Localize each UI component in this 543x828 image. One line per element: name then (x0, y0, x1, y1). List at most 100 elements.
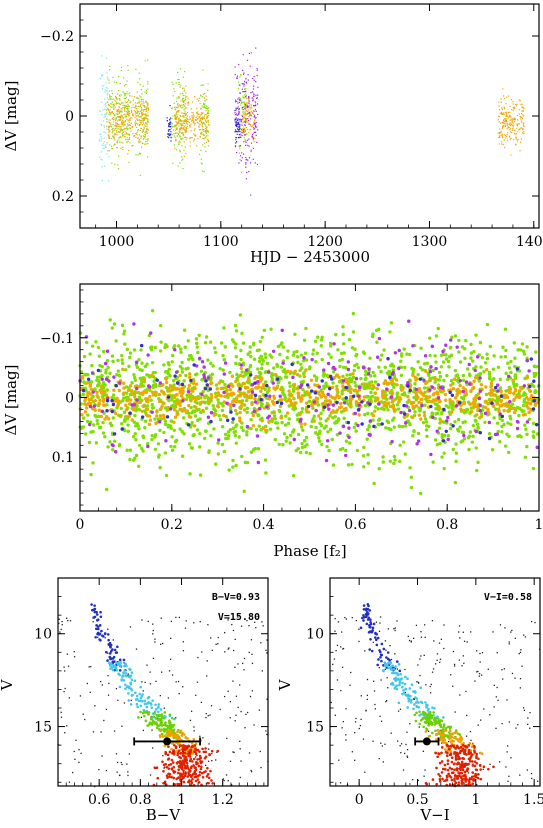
lightcurve-point (516, 140, 519, 142)
lightcurve-point (114, 125, 116, 127)
lightcurve-point (106, 128, 108, 130)
phased-point (128, 355, 132, 360)
lightcurve-point (177, 122, 179, 125)
lightcurve-point (101, 75, 103, 77)
lightcurve-point (516, 124, 518, 126)
lightcurve-point (108, 90, 111, 92)
phased-point (529, 407, 533, 412)
phased-point (281, 442, 285, 447)
phased-point (133, 378, 138, 383)
phased-point (266, 416, 270, 420)
phased-point (399, 359, 403, 363)
phased-point (489, 388, 493, 393)
lightcurve-point (115, 125, 118, 127)
lightcurve-point (141, 146, 143, 148)
phased-point (522, 384, 527, 388)
lightcurve-point (137, 81, 139, 84)
lightcurve-point (136, 134, 138, 136)
phased-point (362, 382, 367, 386)
phased-point (162, 363, 166, 367)
phased-point (452, 377, 457, 381)
phased-point (225, 388, 229, 392)
lightcurve-point (199, 129, 201, 131)
cmd-bv-field-star (162, 755, 164, 757)
phased-point (461, 389, 465, 394)
phased-point (257, 385, 261, 389)
lightcurve-point (181, 87, 184, 90)
lightcurve-point (203, 106, 205, 109)
phased-point (97, 403, 101, 407)
lightcurve-point (107, 180, 110, 182)
lightcurve-point (504, 134, 506, 137)
phased-point (471, 434, 475, 438)
phased-point (319, 423, 324, 428)
phased-point (248, 370, 253, 375)
phased-point (474, 333, 478, 337)
phased-point (439, 365, 443, 369)
phased-point (279, 365, 284, 369)
lightcurve-point (116, 131, 118, 134)
lightcurve-point (188, 122, 190, 124)
lightcurve-point (250, 123, 252, 126)
phased-point (138, 367, 142, 372)
lightcurve-point (248, 102, 250, 104)
lightcurve-point (116, 142, 119, 144)
phased-point (266, 370, 271, 374)
phased-point (392, 425, 396, 429)
lightcurve-point (118, 102, 120, 105)
lightcurve-point (175, 149, 178, 151)
phased-point (499, 394, 504, 398)
phased-point (261, 385, 266, 389)
lightcurve-point (244, 124, 246, 126)
lightcurve-point (117, 102, 119, 104)
lightcurve-point (144, 106, 146, 109)
phased-point (467, 362, 471, 367)
lightcurve-point (193, 129, 196, 131)
phased-point (137, 464, 141, 468)
lightcurve-point (520, 120, 523, 122)
phased-point (448, 390, 452, 395)
lightcurve-point (180, 124, 183, 126)
lightcurve-point (507, 95, 510, 97)
lightcurve-point (248, 111, 251, 113)
phased-point (433, 438, 438, 442)
lightcurve-point (186, 96, 188, 98)
phased-point (422, 386, 427, 390)
phased-point (187, 442, 192, 446)
lightcurve-point (174, 115, 177, 117)
lightcurve-point (179, 162, 181, 164)
lightcurve-point (140, 104, 142, 106)
lightcurve-point (245, 90, 247, 93)
lightcurve-point (116, 123, 118, 125)
lightcurve-point (123, 136, 125, 138)
phased-point (314, 408, 318, 413)
phased-point (179, 347, 183, 351)
lightcurve-point (502, 126, 504, 129)
phased-point (91, 390, 96, 394)
cmd-bv-field-star (240, 625, 243, 627)
lightcurve-point (199, 119, 201, 122)
phased-point (198, 356, 202, 360)
phased-point (238, 394, 242, 398)
lightcurve-point (240, 129, 243, 131)
phased-point (137, 427, 141, 431)
phased-point (412, 429, 416, 433)
phased-point (123, 342, 127, 346)
lightcurve-point (180, 126, 182, 128)
lightcurve-point (119, 117, 121, 119)
phased-point (315, 351, 319, 355)
phased-point (302, 356, 306, 360)
lightcurve-point (126, 138, 128, 141)
phased-point (479, 412, 484, 416)
phased-point (185, 409, 190, 413)
lightcurve-point (144, 106, 146, 108)
cmd-bv-field-star (211, 760, 213, 762)
lightcurve-point (202, 133, 204, 135)
phased-point (454, 451, 459, 455)
lightcurve-point (130, 122, 132, 124)
lightcurve-point (198, 129, 200, 131)
lightcurve-point (254, 102, 257, 104)
lightcurve-point (103, 84, 105, 86)
phased-point (245, 424, 250, 429)
phased-point (97, 381, 101, 385)
